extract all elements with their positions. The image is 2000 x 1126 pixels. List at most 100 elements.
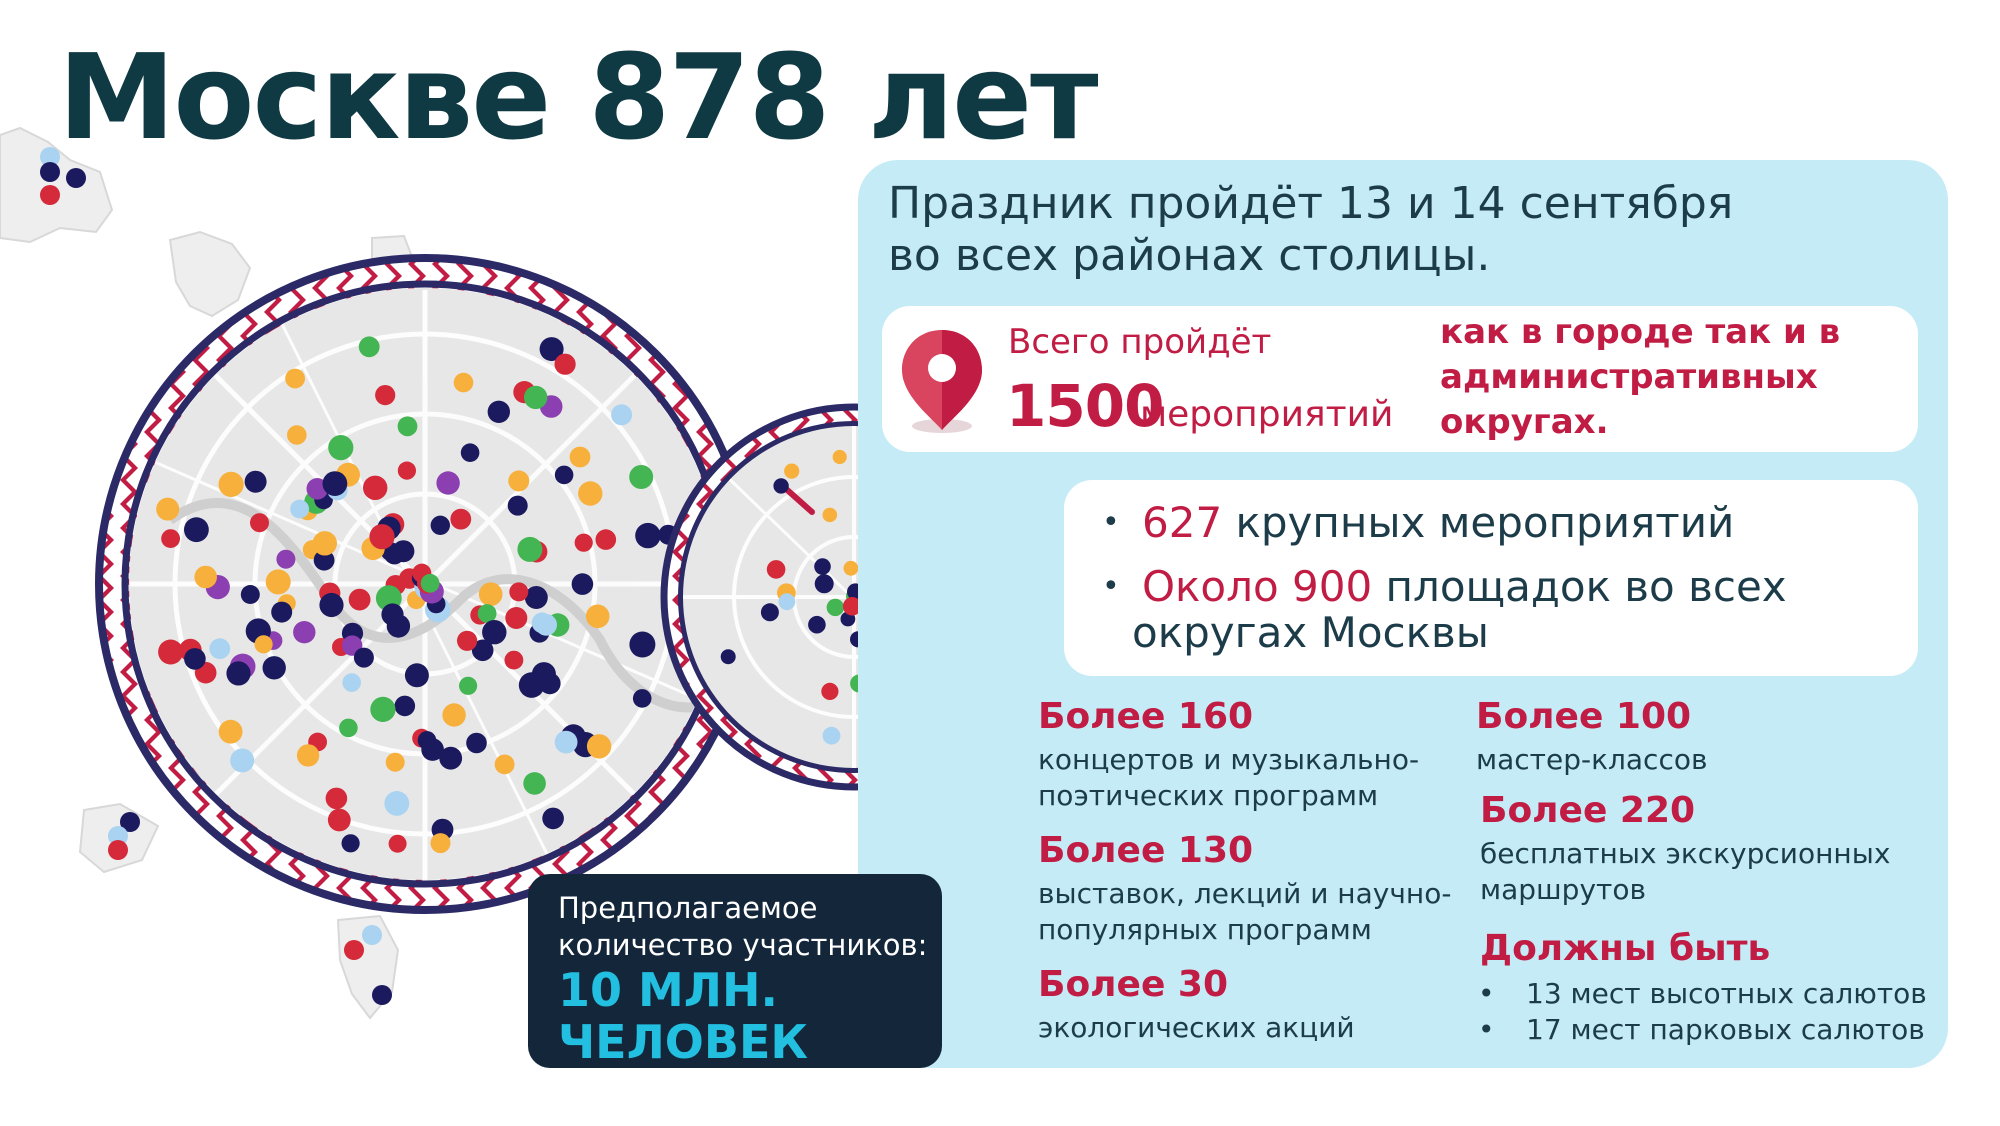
event-marker: [285, 368, 305, 389]
headline-line-1: Праздник пройдёт 13 и 14 сентября: [888, 178, 1734, 229]
event-marker: [108, 826, 128, 846]
event-marker: [66, 168, 86, 188]
total-events-number: 1500: [1006, 372, 1164, 440]
event-marker: [362, 925, 382, 945]
event-marker: [327, 808, 351, 832]
event-marker: [542, 807, 564, 830]
kremlin-pointer: [782, 485, 815, 515]
event-marker: [240, 585, 260, 604]
stat-exhibitions-desc: выставок, лекций и научно-популярных про…: [1038, 877, 1452, 946]
event-marker: [720, 649, 736, 665]
event-marker: [397, 461, 416, 480]
event-marker: [341, 834, 360, 853]
event-marker: [209, 638, 231, 660]
event-marker: [773, 478, 789, 494]
event-marker: [531, 612, 553, 634]
event-marker: [293, 621, 316, 644]
event-marker: [386, 614, 411, 638]
event-marker: [328, 435, 354, 461]
event-marker: [265, 569, 291, 595]
event-marker: [482, 620, 507, 645]
event-marker: [442, 703, 466, 727]
stat-excursions-title: Более 220: [1480, 790, 1696, 831]
event-marker: [385, 752, 405, 772]
event-marker: [487, 400, 510, 423]
event-marker: [420, 573, 440, 593]
fireworks-item-park: 17 мест парковых салютов: [1476, 1012, 1927, 1048]
event-marker: [322, 471, 348, 496]
stat-concerts-desc: концертов и музыкально-поэтических прогр…: [1038, 743, 1420, 812]
stat-concerts-title: Более 160: [1038, 696, 1254, 737]
event-marker: [517, 536, 543, 562]
district-outline-zelenograd: [168, 230, 252, 318]
event-marker: [460, 443, 480, 463]
event-marker: [595, 529, 617, 550]
event-marker: [353, 647, 374, 668]
event-marker: [569, 446, 591, 468]
event-marker: [325, 787, 348, 810]
event-marker: [504, 650, 524, 670]
event-marker: [574, 533, 593, 552]
stat-masterclasses-title: Более 100: [1476, 696, 1692, 737]
highlights-card: [1064, 480, 1918, 676]
event-marker: [120, 812, 140, 832]
event-marker: [358, 336, 380, 358]
event-marker: [370, 696, 396, 723]
big-map-river: [167, 497, 721, 713]
event-marker: [342, 673, 362, 692]
event-marker: [184, 648, 206, 670]
event-marker: [313, 549, 335, 571]
fireworks-list: 13 мест высотных салютов 17 мест парковы…: [1476, 976, 1927, 1048]
page-title: Москве 878 лет: [58, 28, 1099, 166]
event-marker: [578, 481, 603, 506]
event-marker: [477, 604, 497, 623]
event-marker: [369, 524, 395, 550]
event-marker: [523, 772, 546, 795]
event-marker: [436, 471, 460, 495]
event-marker: [629, 465, 654, 489]
event-marker: [822, 507, 838, 523]
event-marker: [161, 529, 181, 548]
total-events-unit: мероприятий: [1140, 394, 1394, 435]
total-events-note: как в городе так и в административных ок…: [1440, 312, 1841, 442]
event-marker: [505, 607, 528, 629]
event-marker: [287, 425, 307, 445]
event-marker: [375, 385, 396, 406]
headline: Праздник пройдёт 13 и 14 сентября во все…: [888, 178, 1888, 282]
event-marker: [218, 719, 243, 744]
total-events-card: [882, 306, 1918, 452]
district-outline-north: [0, 126, 114, 244]
event-marker: [508, 470, 530, 492]
event-marker: [826, 598, 844, 617]
event-marker: [363, 475, 388, 500]
event-marker: [156, 497, 180, 521]
highlight-text-line-2: округах Москвы: [1132, 608, 1489, 657]
event-marker: [250, 513, 269, 533]
event-marker: [397, 416, 418, 437]
bullet-dot: •: [1102, 569, 1120, 604]
event-marker: [760, 603, 779, 622]
event-marker: [478, 582, 503, 606]
event-marker: [842, 597, 862, 616]
event-marker: [194, 565, 217, 589]
event-marker: [290, 499, 309, 519]
event-marker: [808, 615, 826, 634]
event-marker: [372, 985, 392, 1005]
event-marker: [158, 639, 184, 665]
event-marker: [430, 833, 451, 854]
headline-line-2: во всех районах столицы.: [888, 230, 1491, 281]
event-marker: [843, 560, 859, 576]
event-marker: [254, 635, 273, 654]
event-marker: [821, 682, 839, 701]
total-events-label: Всего пройдёт: [1008, 322, 1272, 362]
event-marker: [404, 663, 429, 688]
event-marker: [586, 734, 612, 759]
stat-exhibitions-title: Более 130: [1038, 830, 1254, 871]
event-marker: [766, 560, 786, 579]
event-marker: [312, 531, 337, 556]
stat-eco-title: Более 30: [1038, 964, 1229, 1005]
bullet-dot: •: [1102, 505, 1120, 540]
participants-label: Предполагаемое количество участников:: [558, 891, 928, 962]
event-marker: [554, 465, 574, 485]
event-marker: [457, 630, 478, 651]
